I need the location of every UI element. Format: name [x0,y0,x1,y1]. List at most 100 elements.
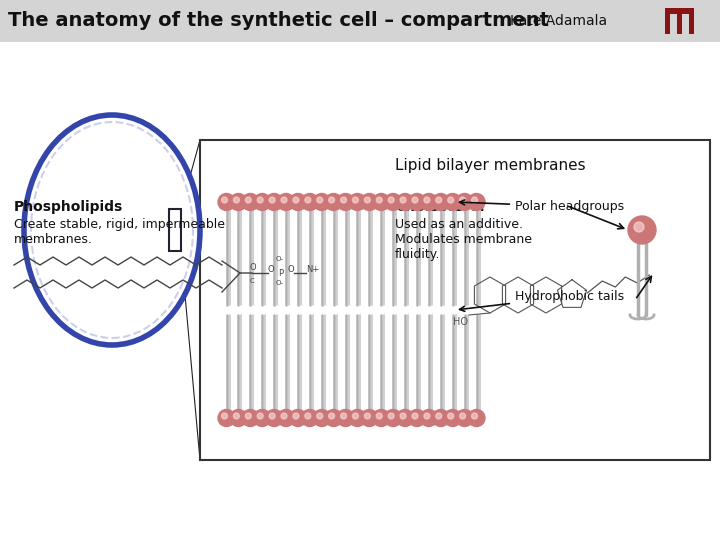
Circle shape [384,193,402,211]
Text: O-: O- [276,256,284,262]
Circle shape [361,409,378,427]
Circle shape [384,409,402,427]
Bar [689,8,694,34]
Circle shape [377,197,382,203]
Circle shape [269,413,275,419]
Circle shape [313,409,330,427]
Circle shape [373,409,390,427]
Circle shape [456,409,473,427]
Text: Phospholipids: Phospholipids [14,200,123,214]
Circle shape [257,197,264,203]
Circle shape [337,409,354,427]
Circle shape [277,409,294,427]
Circle shape [328,413,335,419]
Circle shape [436,197,442,203]
Circle shape [456,193,473,211]
Text: Kate Adamala: Kate Adamala [510,14,607,28]
Circle shape [242,409,258,427]
Circle shape [269,197,275,203]
Circle shape [353,197,359,203]
Circle shape [349,409,366,427]
Circle shape [246,197,251,203]
Text: HO: HO [453,317,468,327]
Circle shape [277,193,294,211]
Circle shape [397,193,413,211]
Circle shape [373,193,390,211]
Circle shape [253,409,271,427]
Circle shape [408,409,426,427]
Circle shape [459,197,466,203]
Text: O-: O- [276,280,284,286]
Circle shape [436,413,442,419]
Circle shape [242,193,258,211]
Circle shape [218,193,235,211]
Bar [0,0,720,42]
Circle shape [361,193,378,211]
Text: O: O [268,265,274,273]
Text: Lipid bilayer membranes: Lipid bilayer membranes [395,158,585,173]
Text: O: O [250,262,256,272]
Circle shape [305,197,311,203]
Circle shape [289,409,307,427]
Circle shape [448,197,454,203]
Circle shape [388,197,394,203]
Text: Used as an additive.
Modulates membrane
fluidity.: Used as an additive. Modulates membrane … [395,218,532,261]
Circle shape [325,193,342,211]
Circle shape [444,409,462,427]
Circle shape [412,197,418,203]
Circle shape [317,197,323,203]
Circle shape [317,413,323,419]
Circle shape [230,193,247,211]
Circle shape [468,409,485,427]
Text: Polar headgroups: Polar headgroups [459,200,624,213]
Circle shape [230,409,247,427]
Circle shape [218,409,235,427]
Circle shape [305,413,311,419]
Circle shape [377,413,382,419]
Circle shape [328,197,335,203]
Bar [169,209,181,251]
Bar [665,8,694,14]
Circle shape [353,413,359,419]
Circle shape [472,197,477,203]
Circle shape [397,409,413,427]
Text: Cholesterol: Cholesterol [395,200,485,214]
Circle shape [233,197,239,203]
Circle shape [337,193,354,211]
Circle shape [266,193,283,211]
Circle shape [400,197,406,203]
Circle shape [341,413,346,419]
Circle shape [468,193,485,211]
Circle shape [222,197,228,203]
Text: Hydrophobic tails: Hydrophobic tails [459,290,624,312]
Circle shape [257,413,264,419]
Ellipse shape [24,115,200,345]
Circle shape [432,409,449,427]
Text: N+: N+ [306,265,319,273]
Circle shape [266,409,283,427]
Circle shape [634,222,644,232]
Circle shape [408,193,426,211]
Circle shape [302,409,318,427]
Circle shape [420,409,437,427]
Circle shape [349,193,366,211]
Circle shape [448,413,454,419]
Circle shape [400,413,406,419]
Circle shape [246,413,251,419]
Circle shape [293,413,299,419]
Circle shape [281,197,287,203]
Circle shape [459,413,466,419]
Circle shape [253,193,271,211]
Circle shape [341,197,346,203]
Bar [200,140,710,460]
Circle shape [432,193,449,211]
Circle shape [302,193,318,211]
Circle shape [313,193,330,211]
Circle shape [412,413,418,419]
Text: The anatomy of the synthetic cell – compartment: The anatomy of the synthetic cell – comp… [8,11,549,30]
Bar [665,8,670,34]
Circle shape [472,413,477,419]
Circle shape [364,413,370,419]
Circle shape [388,413,394,419]
Circle shape [293,197,299,203]
